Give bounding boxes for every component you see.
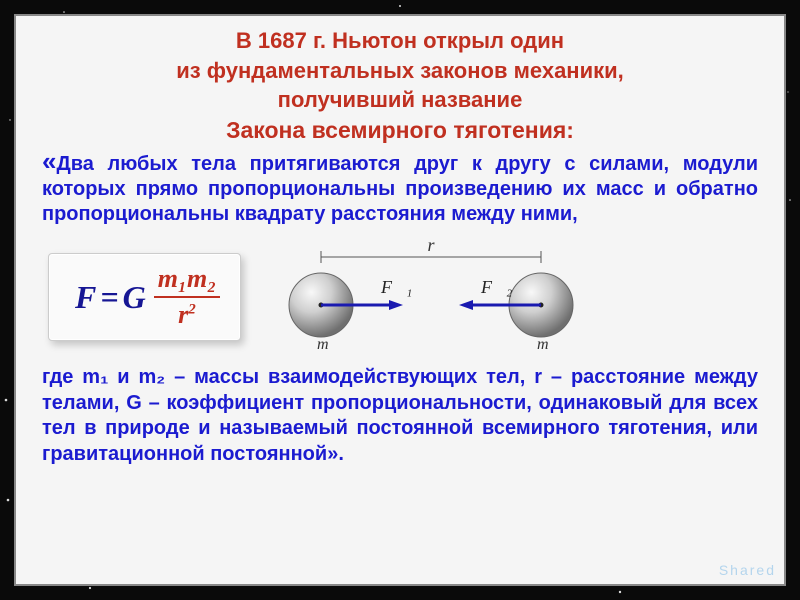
title-block: В 1687 г. Ньютон открыл один из фундамен… [38,26,762,146]
law-statement: «Два любых тела притягиваются друг к дру… [42,152,758,227]
formula-numerator: m₁m₂ [154,264,221,294]
title-line-2: из фундаментальных законов механики, [38,56,762,86]
legend-text: где m₁ и m₂ – массы взаимодействующих те… [42,365,758,467]
f1-label: F⃗₁ [380,277,412,297]
slide-stage: В 1687 г. Ньютон открыл один из фундамен… [0,0,800,600]
formula-F: F [73,279,98,316]
law-statement-text: Два любых тела притягиваются друг к друг… [42,153,758,225]
two-body-diagram: r F⃗₁ F⃗₂ m m [271,237,756,357]
watermark-text: Shared [719,562,776,578]
formula-equals: = [98,279,120,316]
formula-fraction: m₁m₂ r2 [154,264,221,330]
m-label-left: m [317,336,329,352]
formula-denominator: r2 [178,300,196,330]
formula-row: F = G m₁m₂ r2 [48,237,756,357]
formula-box: F = G m₁m₂ r2 [48,253,241,341]
title-line-3: получивший название [38,85,762,115]
content-card: В 1687 г. Ньютон открыл один из фундамен… [14,14,786,586]
formula-G: G [121,279,148,316]
title-line-1: В 1687 г. Ньютон открыл один [38,26,762,56]
f2-label: F⃗₂ [480,277,512,297]
title-line-4: Закона всемирного тяготения: [38,115,762,146]
fraction-bar [154,296,221,298]
r-label: r [428,237,436,255]
open-quote-mark: « [42,146,56,176]
m-label-right: m [537,336,549,352]
